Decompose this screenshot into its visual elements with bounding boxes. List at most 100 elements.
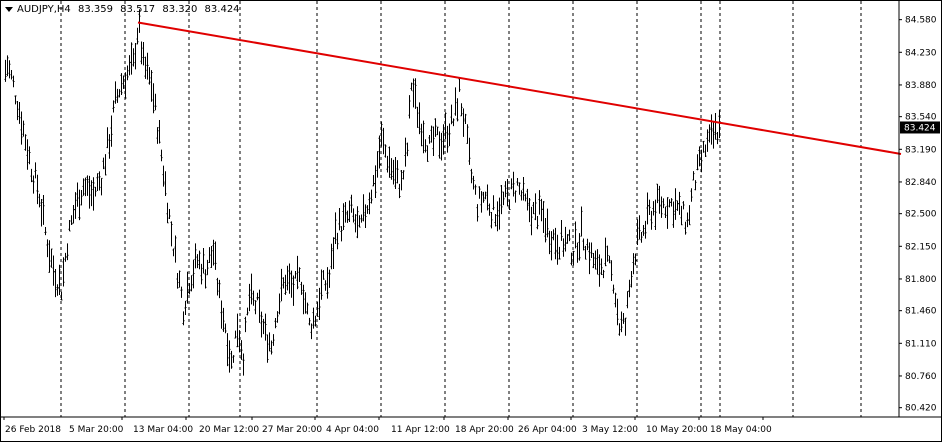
- price-bar: [56, 284, 59, 296]
- price-bar: [106, 127, 109, 149]
- price-bar: [512, 171, 515, 197]
- price-bar: [178, 270, 181, 288]
- price-bar: [98, 171, 101, 191]
- price-bar: [316, 302, 319, 318]
- price-bar: [518, 182, 521, 195]
- price-bar: [618, 323, 621, 336]
- price-bar: [136, 27, 139, 45]
- price-bar: [690, 188, 693, 202]
- price-bar: [422, 120, 425, 154]
- price-bar: [118, 89, 121, 98]
- price-bar: [594, 250, 597, 270]
- price-bar: [472, 175, 475, 190]
- dropdown-triangle-icon[interactable]: [5, 6, 13, 12]
- price-bar: [664, 206, 667, 218]
- price-bar: [634, 253, 637, 266]
- price-bar: [64, 252, 67, 262]
- price-bar: [194, 243, 197, 269]
- price-bar: [414, 78, 417, 109]
- price-bar: [274, 318, 277, 329]
- price-bar: [624, 317, 627, 336]
- price-bar: [340, 226, 343, 242]
- price-bar: [372, 174, 375, 187]
- price-bar: [284, 274, 287, 295]
- price-bar: [526, 188, 529, 211]
- y-tick-label: 80.420: [905, 404, 937, 414]
- price-bar: [322, 270, 325, 280]
- price-bar: [102, 157, 105, 170]
- price-bar: [656, 183, 659, 204]
- price-bar: [420, 123, 423, 147]
- price-bar: [92, 177, 95, 211]
- price-bar: [350, 194, 353, 213]
- price-bar: [252, 290, 255, 306]
- price-bar: [298, 267, 301, 282]
- price-bar: [396, 160, 399, 184]
- price-bar: [418, 102, 421, 135]
- price-bar: [546, 208, 549, 238]
- price-bar: [638, 215, 641, 240]
- price-bar: [398, 183, 401, 199]
- price-bar: [684, 221, 687, 235]
- price-bar: [704, 144, 707, 158]
- trendline[interactable]: [137, 21, 902, 155]
- price-bar: [180, 286, 183, 298]
- price-bar: [198, 250, 201, 270]
- price-bar: [222, 307, 225, 332]
- price-bar: [228, 340, 231, 373]
- price-bar: [206, 259, 209, 276]
- y-tick-label: 83.880: [905, 81, 937, 91]
- price-bar: [564, 226, 567, 252]
- price-bar: [432, 126, 435, 157]
- price-bar: [424, 139, 427, 153]
- price-bar: [276, 311, 279, 323]
- price-bar: [380, 121, 383, 147]
- price-bar: [240, 340, 243, 360]
- price-bar: [378, 135, 381, 169]
- price-bars: [4, 9, 721, 376]
- price-bar: [68, 220, 71, 232]
- price-bar: [282, 277, 285, 289]
- x-tick-label: 10 May 20:00: [646, 425, 708, 435]
- trendline-layer[interactable]: [137, 21, 902, 155]
- price-bar: [482, 191, 485, 203]
- price-bar: [490, 212, 493, 229]
- price-bar: [576, 242, 579, 263]
- y-tick-label: 83.540: [905, 113, 937, 123]
- price-bar: [114, 81, 117, 104]
- price-bar: [682, 201, 685, 210]
- price-bar: [468, 137, 471, 165]
- price-bar: [534, 193, 537, 221]
- price-bar: [626, 291, 629, 309]
- vertical-grid: [60, 1, 862, 417]
- price-bar: [586, 238, 589, 251]
- x-tick-label: 5 Mar 20:00: [69, 425, 124, 435]
- price-bar: [356, 206, 359, 239]
- price-bar: [80, 189, 83, 206]
- price-bar: [294, 270, 297, 279]
- price-bar: [348, 200, 351, 222]
- price-bar: [342, 203, 345, 230]
- price-bar: [538, 190, 541, 215]
- price-bar: [502, 191, 505, 206]
- price-bar: [188, 283, 191, 295]
- price-bar: [536, 216, 539, 230]
- price-bar: [244, 316, 247, 333]
- price-bar: [406, 142, 409, 157]
- price-bar: [382, 127, 385, 155]
- price-bar: [120, 73, 123, 96]
- price-bar: [76, 182, 79, 207]
- y-tick-label: 81.110: [905, 339, 937, 349]
- price-bar: [488, 203, 491, 216]
- price-bar: [508, 199, 511, 211]
- price-bar: [370, 189, 373, 204]
- price-bar: [164, 171, 167, 197]
- price-bar: [450, 104, 453, 125]
- price-bar: [296, 255, 299, 290]
- price-bar: [286, 265, 289, 291]
- price-bar: [456, 98, 459, 122]
- price-bar: [306, 302, 309, 315]
- price-bar: [192, 259, 195, 289]
